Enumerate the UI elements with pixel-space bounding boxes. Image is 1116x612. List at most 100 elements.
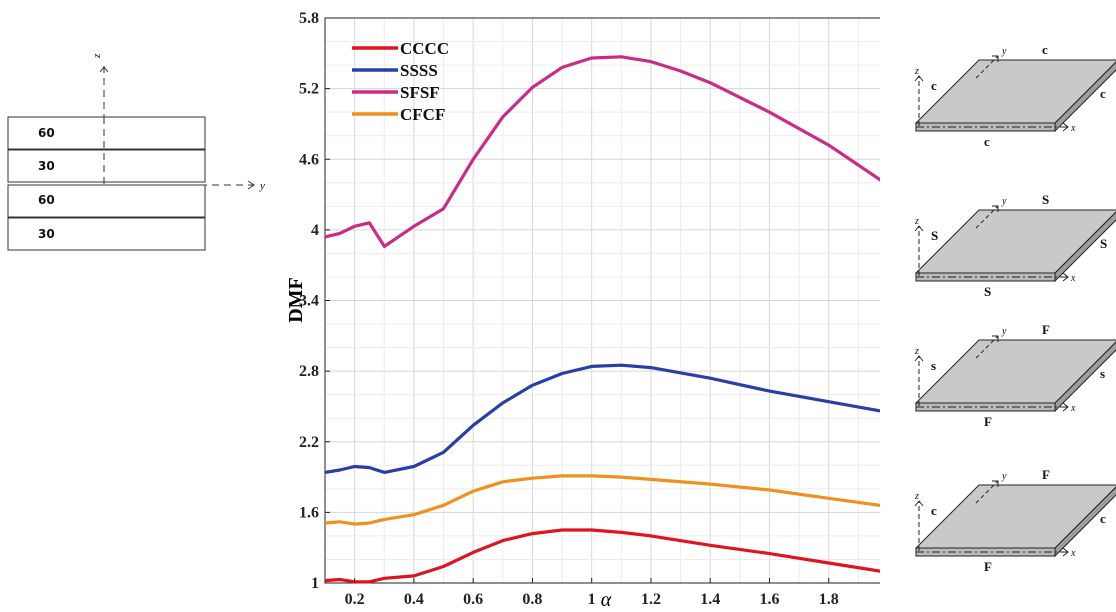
plate-ssss: x y z S S S S bbox=[914, 192, 1116, 299]
layup-z-label: z bbox=[91, 53, 103, 59]
x-tick-label: 0.4 bbox=[404, 591, 424, 608]
ply-2-angle: 30 bbox=[38, 159, 55, 173]
bc-left-label: c bbox=[931, 503, 937, 518]
series-layer bbox=[324, 55, 880, 584]
bc-front-label: S bbox=[984, 284, 991, 299]
y-arrow-icon bbox=[992, 480, 999, 487]
y-arrow-icon bbox=[992, 335, 999, 342]
y-tick-label: 5.2 bbox=[299, 81, 319, 98]
x-tick-label: 1 bbox=[588, 591, 596, 608]
ply-stack: 60 30 60 30 bbox=[7, 116, 206, 251]
x-tick-label: 1.8 bbox=[819, 591, 839, 608]
y-tick-label: 1 bbox=[311, 575, 319, 592]
x-arrow-icon bbox=[1062, 402, 1069, 412]
y-tick-labels: 1 1.6 2.2 2.8 3.4 4 4.6 5.2 5.8 bbox=[299, 10, 330, 592]
x-tick-label: 0.8 bbox=[522, 591, 542, 608]
bc-left-label: s bbox=[931, 358, 936, 373]
y-tick-label: 3.4 bbox=[299, 293, 319, 310]
y-tick-label: 4 bbox=[311, 222, 319, 239]
chart-grid bbox=[325, 18, 880, 583]
plate-top-face bbox=[914, 59, 1116, 124]
plate-top-face bbox=[914, 339, 1116, 404]
y-arrow-icon bbox=[992, 205, 999, 212]
z-arrow-icon bbox=[914, 75, 924, 82]
layup-diagram: z y 60 30 60 30 bbox=[7, 53, 265, 251]
bc-back-label: F bbox=[1042, 322, 1050, 337]
bc-right-label: c bbox=[1100, 86, 1106, 101]
bc-left-label: c bbox=[931, 78, 937, 93]
x-tick-label: 0.2 bbox=[345, 591, 365, 608]
plate-x-label: x bbox=[1070, 123, 1076, 134]
bc-back-label: S bbox=[1042, 192, 1049, 207]
plate-y-axis bbox=[975, 335, 999, 359]
ply-1-angle: 60 bbox=[38, 126, 55, 140]
x-tick-label: 1.6 bbox=[759, 591, 779, 608]
z-arrow-icon bbox=[914, 355, 924, 362]
series-line-ssss bbox=[324, 363, 880, 474]
plate-y-axis bbox=[975, 55, 999, 79]
ply-3-angle: 60 bbox=[38, 193, 55, 207]
x-tick-label: 1.4 bbox=[700, 591, 720, 608]
bc-front-label: F bbox=[984, 559, 992, 574]
x-arrow-icon bbox=[1062, 122, 1069, 132]
ply-3 bbox=[7, 184, 206, 218]
legend-label-ssss: SSSS bbox=[400, 61, 438, 80]
dmf-line-chart: 0.20.40.60.811.21.41.61.82 11.62.22.83.4… bbox=[285, 10, 880, 611]
series-line-cfcf bbox=[324, 474, 880, 526]
bc-right-label: c bbox=[1100, 511, 1106, 526]
bc-front-label: F bbox=[984, 414, 992, 429]
y-tick-label: 5.8 bbox=[299, 10, 319, 27]
y-tick-label: 1.6 bbox=[299, 504, 319, 521]
x-axis-label: α bbox=[601, 589, 612, 611]
plate-z-label: z bbox=[914, 66, 919, 77]
ply-2 bbox=[7, 149, 206, 183]
legend-label-sfsf: SFSF bbox=[400, 83, 440, 102]
plate-y-label: y bbox=[1001, 326, 1007, 337]
plate-sfsf: x y z s Fs F bbox=[914, 322, 1116, 429]
plate-cfcf: x y z c Fc F bbox=[914, 467, 1116, 574]
plate-y-label: y bbox=[1001, 471, 1007, 482]
plate-y-axis bbox=[975, 480, 999, 504]
z-arrow-icon bbox=[914, 500, 924, 507]
plate-z-label: z bbox=[914, 346, 919, 357]
legend-label-cccc: CCCC bbox=[400, 39, 449, 58]
series-line-sfsf bbox=[324, 55, 880, 248]
y-tick-label: 2.8 bbox=[299, 363, 319, 380]
x-tick-label: 0.6 bbox=[463, 591, 483, 608]
bc-right-label: s bbox=[1100, 366, 1105, 381]
bc-back-label: c bbox=[1042, 42, 1048, 57]
legend-label-cfcf: CFCF bbox=[400, 105, 445, 124]
plate-x-label: x bbox=[1070, 548, 1076, 559]
plate-z-label: z bbox=[914, 216, 919, 227]
ply-4-angle: 30 bbox=[38, 227, 55, 241]
ply-4 bbox=[7, 217, 206, 251]
plate-top-face bbox=[914, 484, 1116, 549]
layup-z-arrow bbox=[99, 66, 109, 73]
z-arrow-icon bbox=[914, 225, 924, 232]
plate-top-face bbox=[914, 209, 1116, 274]
y-tick-label: 4.6 bbox=[299, 151, 319, 168]
x-arrow-icon bbox=[1062, 547, 1069, 557]
plate-x-label: x bbox=[1070, 403, 1076, 414]
y-tick-label: 2.2 bbox=[299, 434, 319, 451]
bc-front-label: c bbox=[984, 134, 990, 149]
layup-y-arrow bbox=[247, 180, 255, 190]
x-tick-labels: 0.20.40.60.811.21.41.61.82 bbox=[345, 578, 839, 608]
layup-y-label: y bbox=[259, 180, 265, 192]
plate-cccc: x y z c c c c bbox=[914, 42, 1116, 149]
x-tick-label: 1.2 bbox=[641, 591, 661, 608]
plate-y-label: y bbox=[1001, 46, 1007, 57]
plate-x-label: x bbox=[1070, 273, 1076, 284]
plate-y-axis bbox=[975, 205, 999, 229]
bc-back-label: F bbox=[1042, 467, 1050, 482]
plate-y-label: y bbox=[1001, 196, 1007, 207]
x-arrow-icon bbox=[1062, 272, 1069, 282]
series-line-cccc bbox=[324, 528, 880, 584]
bc-left-label: S bbox=[931, 228, 938, 243]
legend: CCCC SSSS SFSF CFCF bbox=[352, 39, 449, 124]
y-arrow-icon bbox=[992, 55, 999, 62]
y-axis-label: DMF bbox=[285, 277, 307, 323]
plate-z-label: z bbox=[914, 491, 919, 502]
ply-1 bbox=[7, 116, 206, 150]
